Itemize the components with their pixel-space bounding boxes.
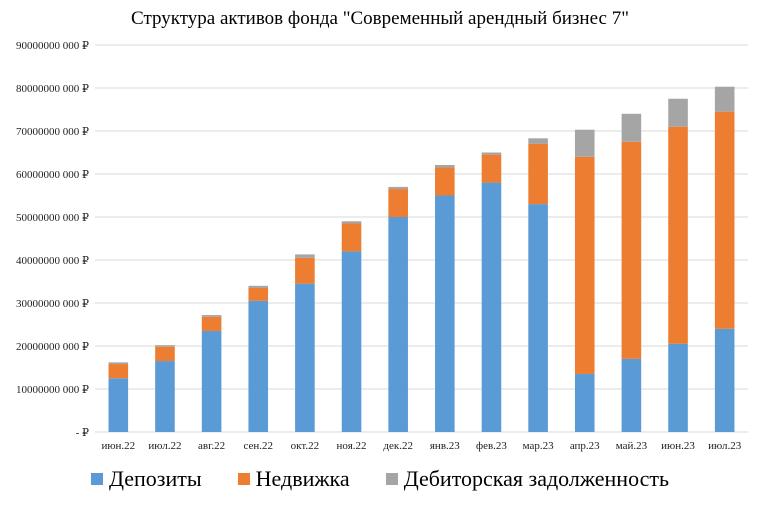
x-tick-label: фев.23 [476,440,507,452]
y-tick-label: 10000000 000 ₽ [16,384,89,396]
bar-receivables [341,221,362,224]
bar-receivables [201,315,222,317]
bar-receivables [155,345,175,347]
bar-deposits [714,328,735,432]
bar-real-estate [341,223,362,252]
x-tick-label: дек.22 [383,440,413,452]
legend-item: Дебиторская задолженность [385,466,670,492]
bar-real-estate [248,287,269,301]
bar-receivables [108,362,129,365]
legend-swatch [90,473,103,485]
bar-real-estate [621,141,642,359]
x-tick-label: июн.23 [661,440,695,452]
bar-deposits [388,217,408,432]
x-tick-label: сен.22 [243,440,273,452]
bar-real-estate [108,364,129,379]
legend-swatch [385,473,398,485]
bar-real-estate [435,167,455,196]
bar-deposits [295,283,315,432]
bar-receivables [435,164,455,168]
x-tick-label: май.23 [616,440,648,452]
bar-deposits [341,251,362,432]
bar-deposits [668,343,688,432]
legend-label: Депозиты [108,466,202,491]
bar-deposits [528,204,548,432]
bar-deposits [621,358,642,432]
bar-receivables [621,113,642,142]
y-tick-label: - ₽ [76,427,89,439]
bar-real-estate [574,156,595,374]
legend-label: Дебиторская задолженность [403,466,670,491]
y-tick-label: 40000000 000 ₽ [16,255,89,267]
bar-receivables [668,98,688,127]
bar-deposits [481,182,502,432]
bar-receivables [528,138,548,144]
legend: Депозиты Недвижка Дебиторская задолженност… [0,466,760,492]
bar-deposits [201,330,222,432]
x-tick-label: окт.22 [291,440,319,452]
x-tick-label: ноя.22 [337,440,367,452]
bar-real-estate [295,257,315,284]
bar-deposits [435,195,455,432]
bar-receivables [481,152,502,155]
x-tick-label: мар.23 [523,440,555,452]
bar-receivables [574,129,595,157]
bar-real-estate [668,126,688,344]
bar-real-estate [528,143,548,205]
y-tick-label: 50000000 000 ₽ [16,212,89,224]
x-tick-label: янв.23 [430,440,460,452]
x-tick-label: июн.22 [101,440,135,452]
x-tick-label: авг.22 [198,440,225,452]
legend-item: Недвижка [237,466,350,492]
bar-receivables [248,285,269,288]
y-tick-label: 30000000 000 ₽ [16,298,89,310]
bar-receivables [714,86,735,112]
x-tick-label: июл.22 [148,440,181,452]
y-tick-label: 60000000 000 ₽ [16,169,89,181]
bar-real-estate [388,189,408,217]
bar-real-estate [155,346,175,362]
y-tick-label: 70000000 000 ₽ [16,126,89,138]
x-tick-label: апр.23 [570,440,600,452]
legend-item: Депозиты [90,466,202,492]
bar-real-estate [481,154,502,183]
bar-receivables [388,186,408,190]
y-tick-label: 90000000 000 ₽ [16,40,89,52]
bar-receivables [295,254,315,258]
chart-title: Структура активов фонда "Современный аре… [131,8,629,29]
legend-swatch [237,473,250,485]
bar-deposits [108,378,129,432]
bar-deposits [574,373,595,432]
bar-real-estate [201,316,222,331]
y-tick-label: 80000000 000 ₽ [16,83,89,95]
x-tick-label: июл.23 [708,440,742,452]
bar-deposits [248,300,269,432]
bar-deposits [155,361,175,432]
bar-real-estate [714,111,735,329]
y-tick-label: 20000000 000 ₽ [16,341,89,353]
legend-label: Недвижка [255,466,350,491]
